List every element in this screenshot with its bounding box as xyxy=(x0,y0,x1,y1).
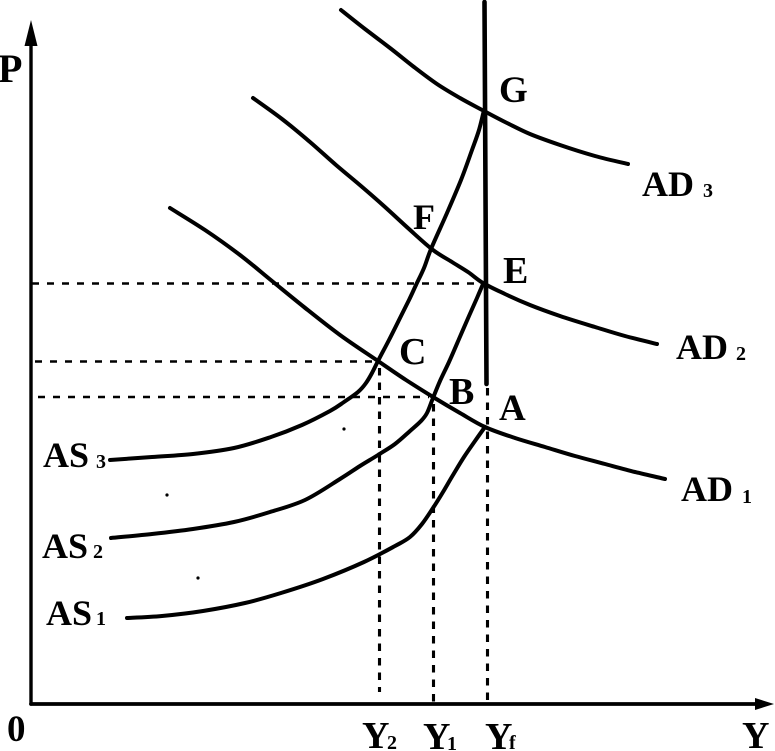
svg-text:F: F xyxy=(413,197,435,237)
svg-text:3: 3 xyxy=(96,451,106,473)
svg-text:Y: Y xyxy=(362,715,389,751)
svg-text:2: 2 xyxy=(736,343,746,365)
svg-text:2: 2 xyxy=(387,732,397,751)
svg-text:1: 1 xyxy=(742,486,752,508)
svg-text:AD: AD xyxy=(642,164,694,204)
svg-text:Y: Y xyxy=(742,715,769,751)
svg-text:B: B xyxy=(449,371,474,413)
svg-text:E: E xyxy=(503,250,528,292)
svg-text:AS: AS xyxy=(42,526,88,566)
svg-text:1: 1 xyxy=(96,608,106,630)
svg-text:G: G xyxy=(499,70,528,111)
svg-text:Y: Y xyxy=(423,716,450,751)
svg-text:3: 3 xyxy=(703,180,713,202)
svg-text:C: C xyxy=(399,331,426,373)
svg-text:A: A xyxy=(499,388,526,429)
svg-text:AS: AS xyxy=(43,435,89,475)
svg-text:AD: AD xyxy=(681,469,733,509)
svg-text:Y: Y xyxy=(485,716,512,751)
svg-text:f: f xyxy=(509,732,516,751)
svg-text:P: P xyxy=(0,46,22,91)
svg-text:AS: AS xyxy=(46,593,92,633)
svg-text:1: 1 xyxy=(447,733,457,751)
svg-text:AD: AD xyxy=(676,327,728,367)
svg-text:0: 0 xyxy=(7,709,26,750)
svg-text:2: 2 xyxy=(93,541,103,563)
